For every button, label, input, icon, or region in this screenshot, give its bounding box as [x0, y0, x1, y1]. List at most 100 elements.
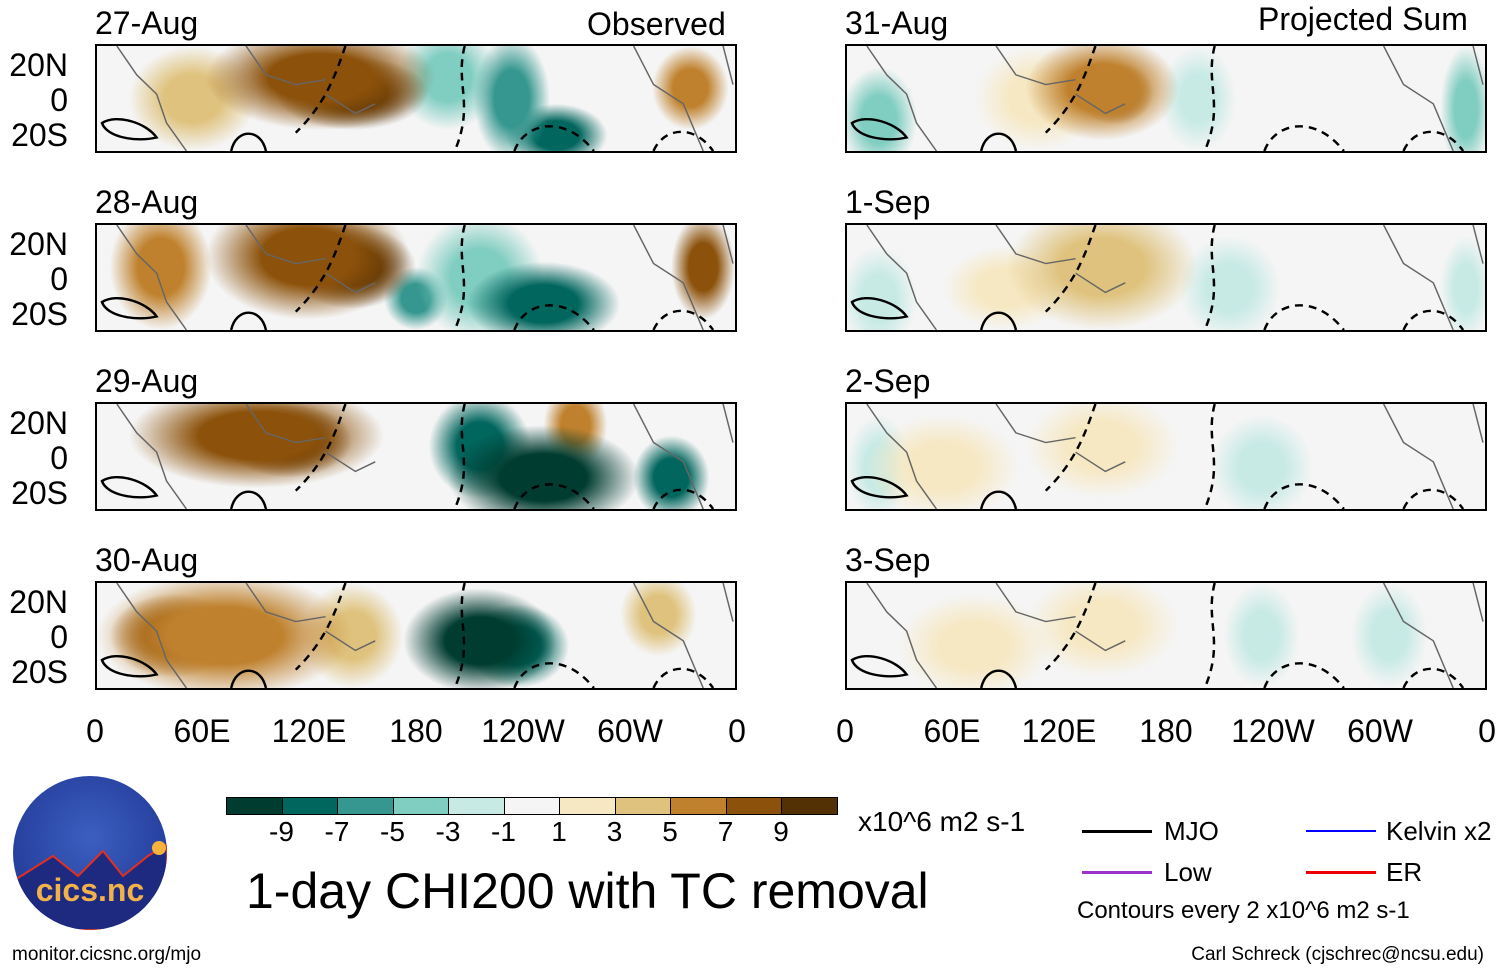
colorbar-swatch [503, 797, 560, 815]
colorbar-label: 9 [773, 816, 789, 847]
contours [850, 46, 1484, 151]
panel-date: 2-Sep [845, 363, 931, 399]
lon-label: 60E [173, 713, 231, 749]
mjo-contour [850, 118, 909, 141]
colorbar-label: -1 [491, 816, 516, 847]
lon-label: 0 [1478, 713, 1496, 749]
mjo-contour [294, 404, 347, 492]
colorbar-label: 7 [717, 816, 734, 847]
projected-map-panel [845, 44, 1487, 153]
mjo-contour [979, 311, 1018, 330]
panel-date: 31-Aug [845, 5, 949, 41]
contours [100, 46, 734, 151]
lon-label: 60W [1347, 713, 1413, 749]
mjo-contour [453, 46, 466, 151]
legend-kelvin: Kelvin x2 [1386, 816, 1492, 846]
lat-label: 20S [11, 654, 68, 690]
coastline [116, 583, 734, 688]
mjo-contour [229, 669, 268, 688]
colorbar-swatch [614, 797, 671, 815]
contours [850, 583, 1484, 688]
observed-map-panel [95, 44, 737, 153]
mjo-contour [229, 132, 268, 151]
cics-logo: cics.nc [13, 776, 167, 930]
lon-label: 120W [481, 713, 565, 749]
colorbar-swatch [670, 797, 727, 815]
mjo-contour [100, 297, 159, 320]
mjo-contour [513, 304, 595, 330]
contours [100, 404, 734, 509]
lat-label: 20N [9, 47, 68, 83]
source-url[interactable]: monitor.cicsnc.org/mjo [12, 944, 202, 965]
lat-label: 20N [9, 584, 68, 620]
contours [100, 225, 734, 330]
projected-header: Projected Sum [1258, 1, 1468, 37]
projected-map-panel [845, 581, 1487, 690]
legend-mjo: MJO [1164, 816, 1219, 846]
colorbar-label: -3 [435, 816, 461, 847]
mountain-icon [13, 841, 167, 930]
mjo-contour [453, 404, 466, 509]
mjo-contour [979, 132, 1018, 151]
panel-date: 28-Aug [95, 184, 199, 220]
lon-label: 60W [597, 713, 663, 749]
lon-label: 60E [923, 713, 981, 749]
mjo-contour [850, 655, 909, 678]
mjo-contour [1044, 404, 1097, 492]
observed-map-panel [95, 223, 737, 332]
contours-note: Contours every 2 x10^6 m2 s-1 [1077, 897, 1410, 924]
colorbar-label: -9 [269, 816, 294, 847]
mjo-contour [1203, 46, 1216, 151]
lon-label: 120W [1231, 713, 1315, 749]
legend-low: Low [1164, 857, 1212, 887]
mjo-contour [1203, 404, 1216, 509]
mjo-contour [1402, 130, 1465, 151]
lon-label: 180 [389, 713, 443, 749]
lat-label: 0 [50, 619, 68, 655]
coastline [866, 46, 1484, 151]
panel-date: 27-Aug [95, 5, 199, 41]
credit: Carl Schreck (cjschrec@ncsu.edu) [1191, 944, 1484, 965]
colorbar-swatch [226, 797, 283, 815]
lat-label: 20S [11, 475, 68, 511]
colorbar-swatch [559, 797, 616, 815]
mjo-contour [453, 583, 466, 688]
panel-date: 1-Sep [845, 184, 931, 220]
mjo-contour [1263, 662, 1345, 688]
contours [850, 404, 1484, 509]
mjo-contour [979, 490, 1018, 509]
mjo-contour [1263, 483, 1345, 509]
colorbar-swatch [448, 797, 505, 815]
contours [100, 583, 734, 688]
colorbar-label: -5 [380, 816, 405, 847]
mjo-contour [1402, 309, 1465, 330]
mjo-contour [1263, 125, 1345, 151]
mjo-contour [294, 46, 347, 134]
observed-map-panel [95, 581, 737, 690]
lat-label: 20S [11, 296, 68, 332]
observed-map-panel [95, 402, 737, 511]
mjo-contour [1263, 304, 1345, 330]
legend-kelvin-line [1306, 830, 1376, 832]
panel-date: 29-Aug [95, 363, 199, 399]
colorbar-swatch [281, 797, 338, 815]
lon-label: 120E [271, 713, 347, 749]
lat-label: 20N [9, 226, 68, 262]
legend-low-line [1082, 871, 1152, 874]
projected-map-panel [845, 402, 1487, 511]
mjo-contour [229, 311, 268, 330]
colorbar-label: -7 [324, 816, 350, 847]
legend-er: ER [1386, 857, 1423, 887]
mjo-contour [850, 476, 909, 499]
lon-label: 180 [1139, 713, 1193, 749]
legend-mjo-line [1082, 830, 1152, 833]
colorbar-label: 5 [662, 816, 678, 847]
mjo-contour [100, 476, 159, 499]
colorbar-swatch [781, 797, 838, 815]
mjo-contour [652, 309, 715, 330]
mjo-contour [100, 118, 159, 141]
mjo-contour [1203, 583, 1216, 688]
figure-title: 1-day CHI200 with TC removal [246, 863, 929, 919]
coastline [866, 225, 1484, 330]
panel-date: 30-Aug [95, 542, 199, 578]
